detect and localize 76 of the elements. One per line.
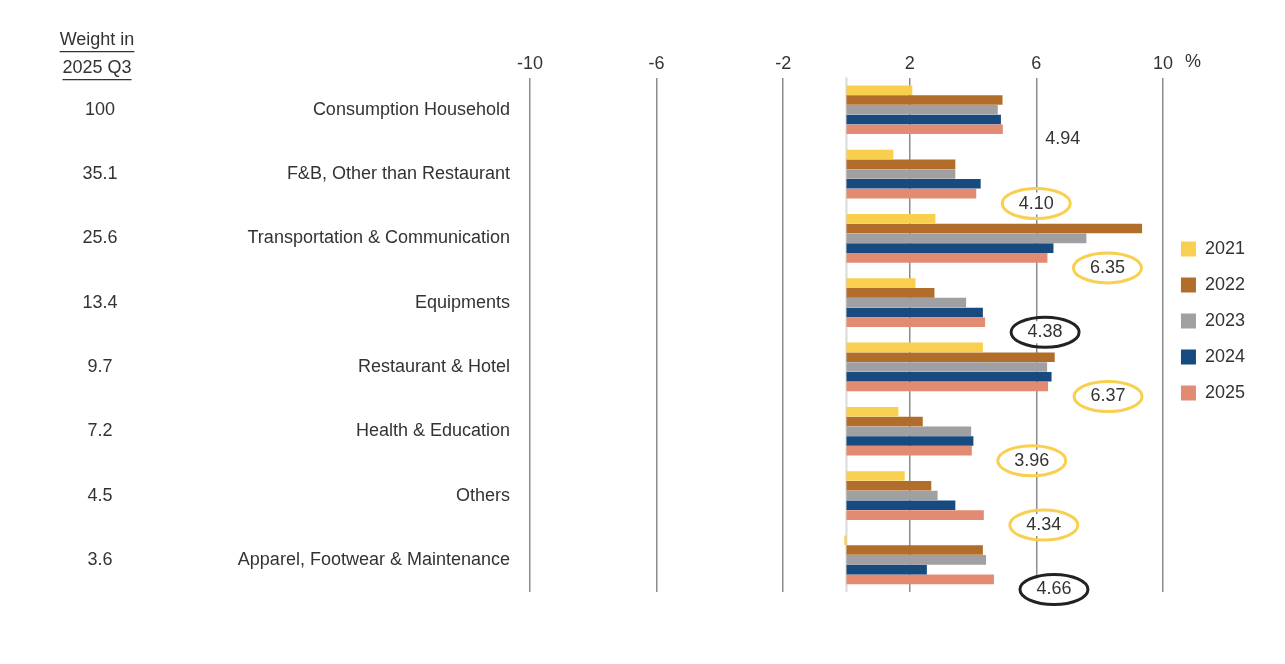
text: 100: [84, 98, 116, 119]
x-tick-label: 6: [1031, 52, 1042, 73]
bar: [846, 233, 1087, 244]
text: 25.6: [82, 227, 118, 248]
y-tick-label: Health & Education: [355, 420, 510, 441]
bar: [846, 104, 998, 115]
bar: [846, 555, 987, 565]
bar: [846, 362, 1048, 372]
bar: [846, 545, 983, 555]
data-label: 4.38: [1027, 321, 1063, 342]
bar: [846, 480, 932, 491]
legend-label: 2021: [1204, 237, 1245, 258]
y-tick-label: F&B, Other than Restaurant: [286, 163, 510, 184]
bar: [846, 149, 894, 160]
bar: [846, 574, 994, 585]
x-tick-label: -6: [648, 52, 665, 73]
y-tick-label: Equipments: [414, 291, 510, 312]
bar: [846, 436, 974, 446]
bar: [846, 381, 1049, 392]
bar: [846, 564, 927, 575]
bar: [846, 352, 1055, 362]
bar: [846, 500, 956, 511]
x-tick-label: 10: [1152, 52, 1173, 73]
data-label: 4.94: [1045, 128, 1081, 149]
bar: [846, 317, 986, 327]
text: 7.2: [87, 420, 113, 441]
y-tick-label: Apparel, Footwear & Maintenance: [237, 548, 510, 569]
bar: [846, 124, 1003, 135]
bar: [846, 179, 981, 189]
x-axis-title: %: [1184, 50, 1201, 71]
y-tick-label: Consumption Household: [312, 98, 510, 119]
text: Weight in 2025 Q3: [59, 28, 135, 77]
bar: [846, 243, 1054, 253]
data-label: 4.66: [1036, 578, 1072, 599]
data-label: 3.96: [1014, 449, 1050, 470]
bar: [846, 426, 972, 437]
text: 9.7: [87, 355, 113, 376]
bar: [846, 223, 1143, 234]
bar: [846, 114, 1001, 125]
bar: [846, 278, 916, 288]
bar: [846, 297, 967, 308]
bar: [846, 471, 905, 481]
bar: [846, 188, 977, 199]
bar: [846, 159, 956, 170]
bar: [846, 406, 899, 417]
bar: [846, 416, 923, 427]
data-label: 6.35: [1089, 256, 1125, 277]
bar: [846, 307, 983, 318]
data-label: 6.37: [1090, 385, 1126, 406]
y-tick-label: Others: [455, 484, 510, 505]
bar: [846, 214, 936, 224]
bar: [846, 288, 935, 298]
text: 3.6: [87, 548, 113, 569]
bar: [846, 169, 956, 179]
bar: [846, 253, 1048, 263]
bar: [846, 490, 938, 501]
legend-label: 2025: [1204, 381, 1245, 402]
text: 13.4: [82, 291, 118, 312]
y-tick-label: Restaurant & Hotel: [357, 355, 510, 376]
bar: [846, 446, 972, 456]
text: 4.5: [87, 484, 113, 505]
x-tick-label: -2: [775, 52, 792, 73]
y-tick-label: Transportation & Communication: [247, 227, 510, 248]
data-label: 4.10: [1018, 192, 1054, 213]
bar: [846, 85, 913, 95]
text: 35.1: [82, 163, 118, 184]
bar: [846, 510, 984, 520]
bar: [846, 95, 1003, 105]
x-tick-label: -10: [516, 52, 544, 73]
legend-label: 2022: [1204, 273, 1245, 294]
legend-label: 2023: [1204, 309, 1245, 330]
bar: [846, 371, 1052, 382]
data-label: 4.34: [1026, 514, 1062, 535]
bar: [846, 342, 983, 353]
legend-label: 2024: [1204, 345, 1245, 366]
x-tick-label: 2: [904, 52, 915, 73]
